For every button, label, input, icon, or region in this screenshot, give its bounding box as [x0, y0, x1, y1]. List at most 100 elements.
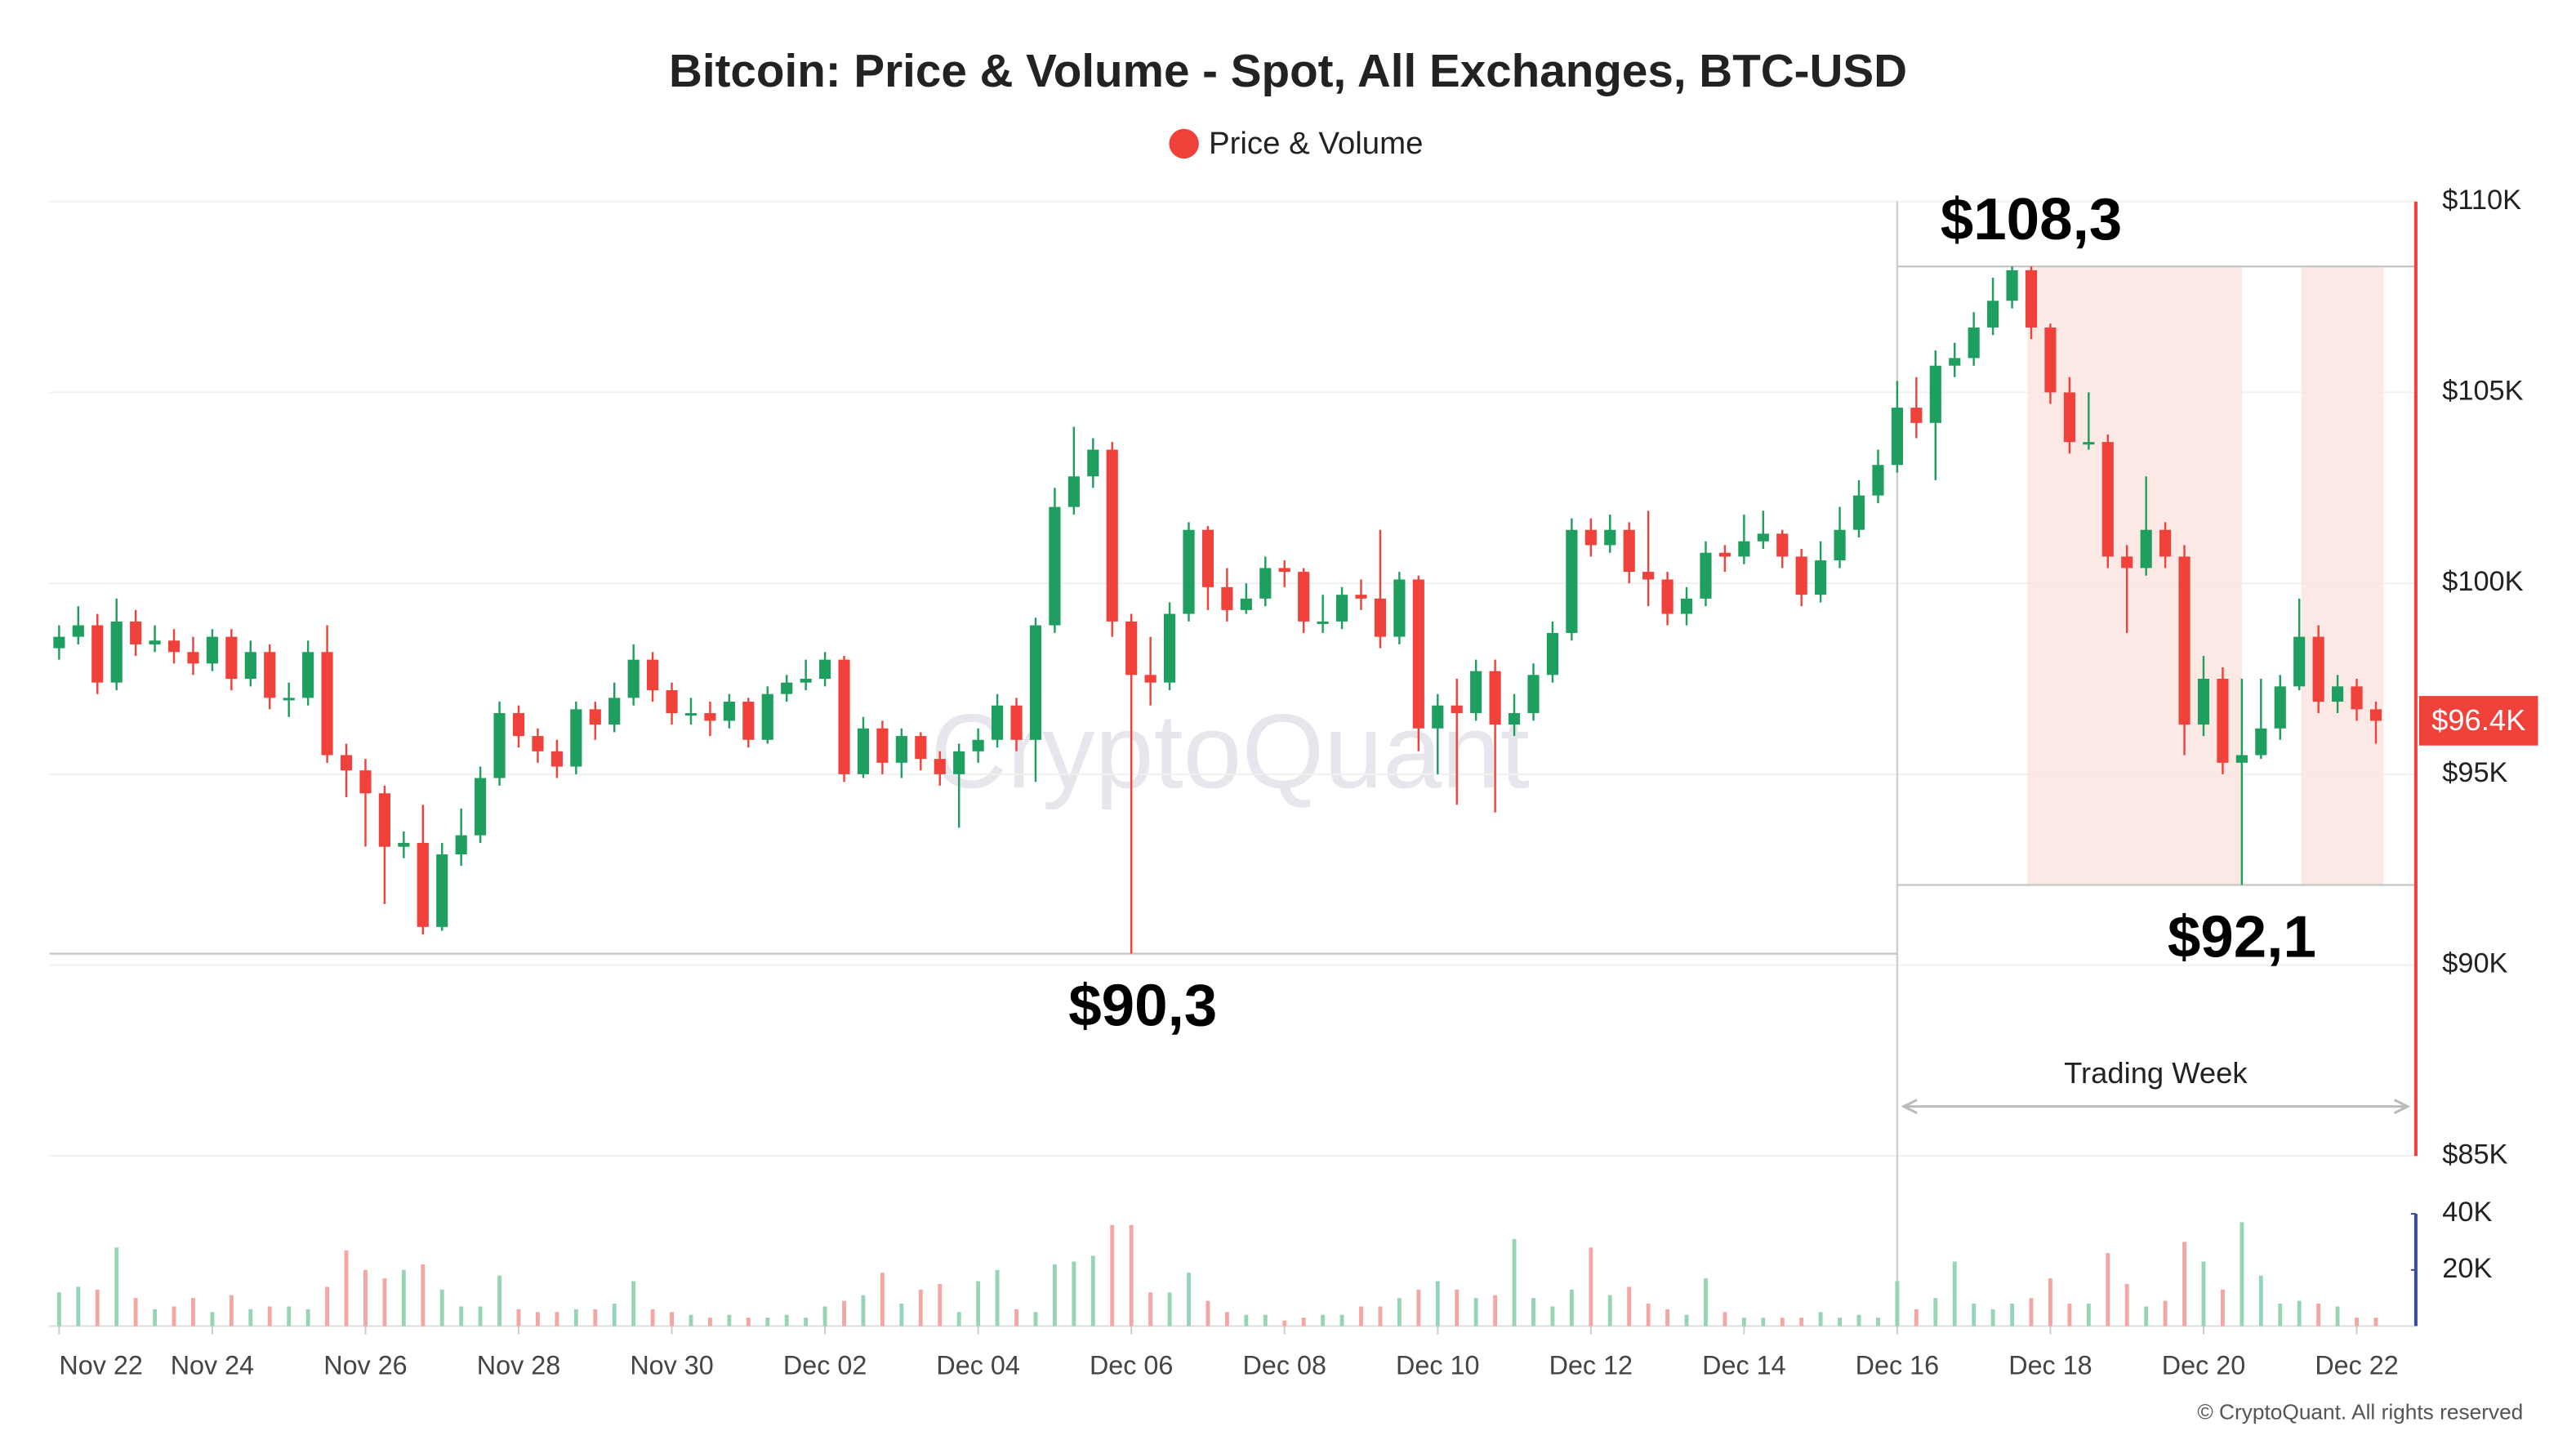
volume-bar	[1206, 1300, 1210, 1326]
volume-bar	[1531, 1298, 1535, 1326]
volume-bar	[1321, 1314, 1326, 1326]
candle-body	[206, 636, 218, 664]
volume-bar	[1187, 1273, 1191, 1326]
candle-body	[1604, 529, 1616, 546]
candle-body	[2044, 327, 2057, 393]
candle-body	[934, 759, 946, 774]
volume-bar	[267, 1306, 272, 1326]
candle-body	[2312, 636, 2324, 702]
y-tick-label: $90K	[2442, 948, 2507, 979]
volume-bar	[689, 1314, 693, 1326]
candle-body	[2255, 728, 2267, 756]
volume-bar	[938, 1283, 943, 1326]
volume-bar	[1665, 1309, 1670, 1326]
x-tick-label: Dec 10	[1396, 1351, 1479, 1380]
volume-bar	[2144, 1306, 2149, 1326]
volume-bar	[325, 1286, 330, 1326]
candle-body	[1738, 541, 1750, 557]
volume-bar	[822, 1306, 827, 1326]
x-tick-label: Dec 02	[783, 1351, 867, 1380]
volume-bar	[1914, 1309, 1919, 1326]
candle-body	[781, 682, 793, 694]
volume-bar	[1818, 1312, 1823, 1326]
volume-bar	[2124, 1283, 2129, 1326]
volume-bar	[536, 1312, 540, 1326]
candle-body	[992, 705, 1004, 740]
volume-bar	[670, 1312, 674, 1326]
x-tick-label: Nov 28	[477, 1351, 560, 1380]
candle-body	[2293, 636, 2306, 687]
volume-bar	[2201, 1261, 2206, 1326]
volume-bar	[1607, 1295, 1612, 1326]
candle-body	[53, 636, 65, 649]
volume-bar	[880, 1273, 885, 1326]
volume-bar	[899, 1304, 904, 1326]
candle-body	[2083, 442, 2095, 445]
volume-bar	[287, 1306, 292, 1326]
volume-bar	[172, 1306, 176, 1326]
volume-bar	[555, 1312, 559, 1326]
volume-bar	[1493, 1295, 1498, 1326]
candle-body	[1527, 675, 1540, 714]
candle-body	[1566, 529, 1578, 633]
candle-body	[1489, 671, 1501, 725]
volume-bar	[1014, 1309, 1018, 1326]
volume-bar	[784, 1314, 789, 1326]
volume-bar	[133, 1298, 138, 1326]
candle-body	[1144, 675, 1157, 683]
candle-body	[1393, 579, 1406, 637]
candle-body	[2369, 709, 2382, 721]
candle-body	[2121, 556, 2133, 568]
candle-body	[1470, 671, 1482, 714]
volume-bar	[1435, 1281, 1440, 1326]
candle-body	[398, 842, 410, 847]
candle-body	[2006, 270, 2018, 301]
volume-bar	[612, 1304, 617, 1326]
candle-body	[1700, 552, 1712, 599]
volume-bar	[842, 1300, 846, 1326]
candle-body	[647, 659, 659, 691]
candle-body	[819, 659, 831, 679]
candle-body	[187, 652, 199, 664]
candle-body	[340, 755, 353, 771]
volume-bar	[56, 1292, 61, 1326]
candle-body	[1910, 408, 1923, 423]
candle-body	[1872, 465, 1884, 496]
candle-body	[302, 652, 314, 698]
candle-body	[1584, 529, 1597, 546]
volume-bar	[1589, 1247, 1593, 1326]
candle-body	[1680, 598, 1693, 614]
volume-bar	[516, 1309, 521, 1326]
volume-bar	[191, 1298, 195, 1326]
volume-bar	[2316, 1304, 2321, 1326]
candle-body	[2197, 678, 2210, 725]
volume-bar	[1378, 1306, 1383, 1326]
candle-body	[1623, 529, 1635, 573]
volume-bar	[1684, 1314, 1689, 1326]
candle-body	[915, 736, 927, 760]
volume-bar	[976, 1281, 981, 1326]
candle-body	[378, 793, 390, 847]
volume-bar	[114, 1247, 119, 1326]
volume-bar	[631, 1281, 636, 1326]
volume-bar	[2297, 1300, 2302, 1326]
volume-bar	[1838, 1317, 1843, 1326]
annotation-label: $90,3	[1068, 973, 1217, 1039]
candle-body	[1298, 572, 1310, 622]
x-tick-label: Dec 08	[1243, 1351, 1326, 1380]
volume-bar	[650, 1309, 655, 1326]
volume-bar	[765, 1317, 770, 1326]
volume-bar	[727, 1314, 732, 1326]
annotation-label: $92,1	[2168, 903, 2316, 970]
y-tick-label: $95K	[2442, 757, 2507, 788]
volume-bar	[344, 1250, 349, 1326]
candle-body	[1067, 476, 1080, 507]
volume-bar	[1072, 1261, 1076, 1326]
volume-bar	[1704, 1278, 1708, 1326]
candle-body	[532, 736, 544, 751]
candle-body	[1201, 529, 1214, 587]
x-tick-label: Dec 12	[1549, 1351, 1633, 1380]
candle-body	[2159, 529, 2172, 557]
